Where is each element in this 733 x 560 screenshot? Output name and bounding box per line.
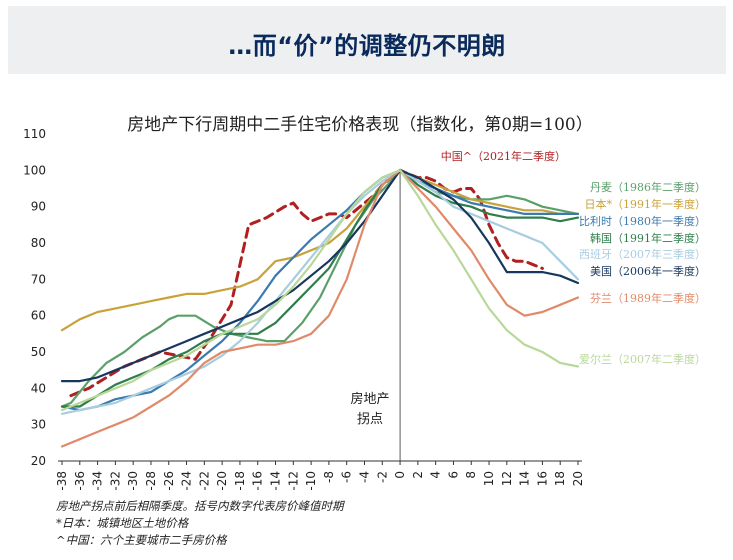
- footnote-2: *日本：城镇地区土地价格: [56, 516, 189, 530]
- x-tick-label: -2: [375, 471, 389, 483]
- x-tick-label: 10: [482, 471, 496, 486]
- x-tick-label: -36: [73, 471, 87, 491]
- x-tick-label: -30: [126, 471, 140, 491]
- legend-label-0: 中国^（2021年二季度）: [441, 149, 566, 163]
- legend-label-3: 比利时（1980年一季度）: [579, 214, 706, 228]
- y-tick-label: 90: [31, 200, 46, 214]
- x-tick-label: -34: [91, 471, 105, 491]
- legend-label-7: 芬兰（1989年二季度）: [590, 291, 706, 305]
- footnote-3: ^中国：六个主要城市二手房价格: [56, 533, 227, 547]
- x-tick-label: 8: [464, 471, 478, 479]
- y-tick-label: 40: [31, 381, 46, 395]
- x-tick-label: 2: [411, 471, 425, 479]
- x-tick-label: -24: [180, 471, 194, 491]
- series-line-3: [60, 169, 580, 412]
- y-tick-label: 60: [31, 309, 46, 323]
- x-tick-label: 4: [429, 471, 443, 479]
- turning-point-annotation: 房地产: [351, 391, 390, 407]
- y-tick-label: 100: [23, 163, 46, 177]
- x-tick-label: 14: [518, 471, 532, 486]
- series-line-6: [60, 169, 580, 383]
- x-tick-label: -14: [269, 471, 283, 491]
- y-tick-label: 70: [31, 272, 46, 286]
- x-tick-label: -22: [197, 471, 211, 491]
- x-tick-label: 0: [393, 471, 407, 479]
- x-tick-label: -26: [162, 471, 176, 491]
- legend-label-2: 日本*（1991年一季度）: [585, 197, 707, 211]
- footnote-1: 房地产拐点前后相隔季度。括号内数字代表房价峰值时期: [56, 499, 344, 513]
- legend-label-6: 美国（2006年一季度）: [590, 264, 706, 278]
- legend-label-8: 爱尔兰（2007年二季度）: [579, 352, 706, 366]
- x-tick-label: 18: [553, 471, 567, 486]
- x-tick-label: 16: [535, 471, 549, 486]
- y-tick-label: 20: [31, 454, 46, 468]
- x-tick-label: -4: [357, 471, 371, 483]
- legend-label-1: 丹麦（1986年二季度）: [590, 180, 706, 194]
- x-tick-label: -18: [233, 471, 247, 491]
- x-tick-label: 20: [571, 471, 585, 486]
- page-title: …而“价”的调整仍不明朗: [228, 32, 506, 60]
- x-tick-label: -38: [55, 471, 69, 491]
- x-tick-label: -16: [251, 471, 265, 491]
- x-tick-label: -10: [304, 471, 318, 491]
- y-tick-label: 50: [31, 345, 46, 359]
- x-tick-label: 12: [500, 471, 514, 486]
- series-line-5: [60, 169, 580, 415]
- x-tick-label: -8: [322, 471, 336, 483]
- x-tick-label: -12: [286, 471, 300, 491]
- x-tick-label: 6: [446, 471, 460, 479]
- x-tick-label: -6: [340, 471, 354, 483]
- x-tick-label: -20: [215, 471, 229, 491]
- legend-label-5: 西班牙（2007年三季度）: [579, 247, 706, 261]
- y-tick-label: 30: [31, 418, 46, 432]
- y-tick-label: 80: [31, 236, 46, 250]
- series-line-0: [69, 168, 544, 398]
- series-line-7: [60, 169, 580, 448]
- header-band: …而“价”的调整仍不明朗: [8, 6, 726, 74]
- turning-point-annotation: 拐点: [357, 412, 383, 427]
- chart-title: 房地产下行周期中二手住宅价格表现（指数化，第0期=100）: [127, 115, 593, 135]
- footnotes: 房地产拐点前后相隔季度。括号内数字代表房价峰值时期 *日本：城镇地区土地价格 ^…: [56, 498, 344, 549]
- x-tick-label: -32: [108, 471, 122, 491]
- y-tick-label: 110: [23, 127, 46, 141]
- series-line-1: [60, 169, 580, 408]
- x-tick-label: -28: [144, 471, 158, 491]
- legend-label-4: 韩国（1991年二季度）: [590, 231, 706, 245]
- series-line-8: [60, 169, 580, 412]
